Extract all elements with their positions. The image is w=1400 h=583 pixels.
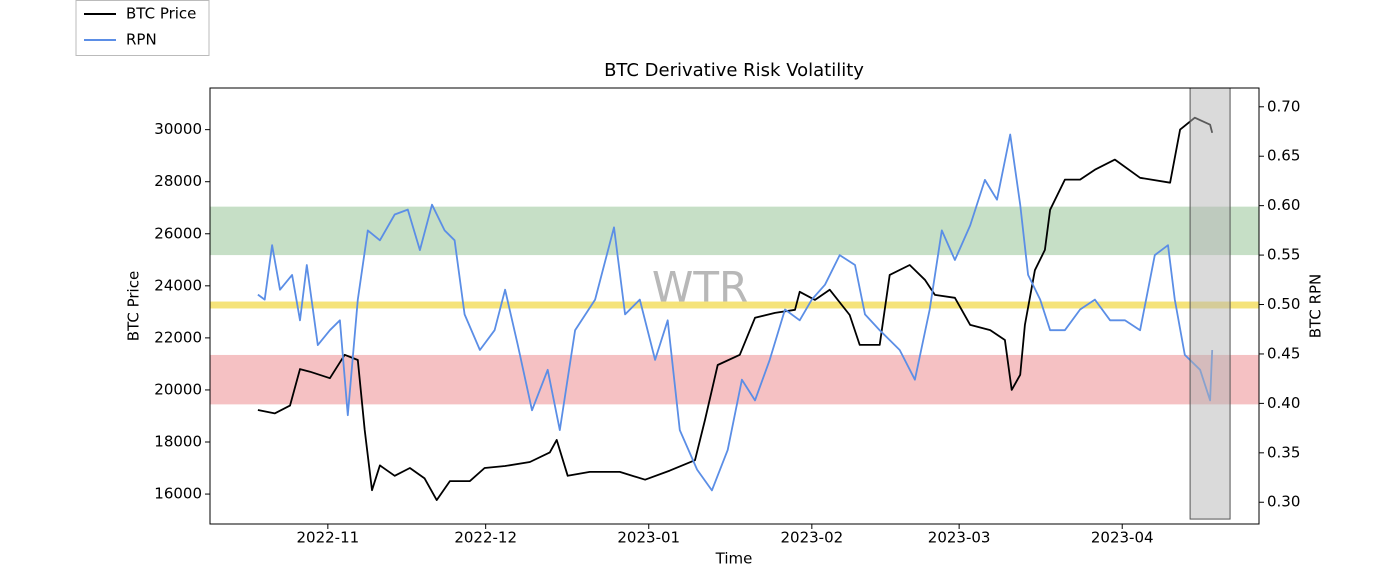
shaded-region [1189, 87, 1231, 520]
legend-label: BTC Price [126, 5, 196, 23]
y-tick-label: 28000 [154, 172, 202, 190]
x-tick-label: 2023-04 [1091, 529, 1154, 547]
y-tick-label: 30000 [154, 120, 202, 138]
watermark: WTR [652, 263, 748, 312]
x-tick-label: 2022-12 [454, 529, 517, 547]
y-tick-label: 22000 [154, 328, 202, 346]
y-tick-label: 26000 [154, 224, 202, 242]
line [257, 116, 1214, 501]
y-tick-label: 16000 [154, 485, 202, 503]
band [210, 354, 1259, 405]
band [210, 301, 1259, 309]
x-tick-label: 2023-01 [617, 529, 680, 547]
y2-tick-label: 0.50 [1267, 295, 1300, 313]
x-axis-label: Time [715, 550, 753, 568]
y-tick-label: 18000 [154, 433, 202, 451]
y2-tick-label: 0.60 [1267, 196, 1300, 214]
y-axis-label: BTC Price [125, 271, 143, 341]
y-tick-label: 24000 [154, 276, 202, 294]
y2-tick-label: 0.65 [1267, 147, 1300, 165]
y2-tick-label: 0.45 [1267, 344, 1300, 362]
y2-axis-label: BTC RPN [1307, 274, 1325, 339]
x-tick-label: 2023-02 [780, 529, 843, 547]
y2-tick-label: 0.55 [1267, 246, 1300, 264]
legend-box [75, 0, 210, 56]
y2-tick-label: 0.40 [1267, 394, 1300, 412]
y2-tick-label: 0.30 [1267, 493, 1300, 511]
plot-frame [209, 87, 1260, 525]
y2-tick-label: 0.35 [1267, 443, 1300, 461]
x-tick-label: 2023-03 [928, 529, 991, 547]
legend-label: RPN [126, 31, 157, 49]
y-tick-label: 20000 [154, 380, 202, 398]
chart-title: BTC Derivative Risk Volatility [604, 60, 864, 81]
x-tick-label: 2022-11 [296, 529, 359, 547]
legend: BTC Price RPN [75, 0, 210, 56]
line [257, 133, 1214, 492]
y2-tick-label: 0.70 [1267, 97, 1300, 115]
